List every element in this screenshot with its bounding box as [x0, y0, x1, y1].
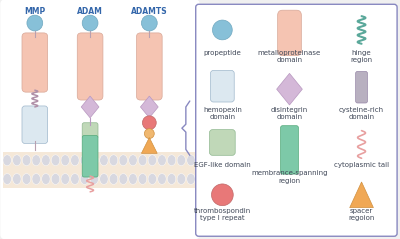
Ellipse shape	[13, 174, 21, 185]
Circle shape	[212, 20, 232, 40]
Ellipse shape	[187, 155, 195, 166]
Ellipse shape	[109, 174, 118, 185]
Ellipse shape	[42, 174, 50, 185]
FancyBboxPatch shape	[278, 10, 301, 56]
FancyBboxPatch shape	[22, 106, 48, 143]
Ellipse shape	[158, 174, 166, 185]
Text: thrombospondin
type I repeat: thrombospondin type I repeat	[194, 208, 251, 221]
FancyBboxPatch shape	[210, 130, 235, 155]
Ellipse shape	[3, 174, 11, 185]
Ellipse shape	[13, 155, 21, 166]
Ellipse shape	[90, 174, 98, 185]
Text: metalloproteinase
domain: metalloproteinase domain	[258, 50, 321, 63]
Ellipse shape	[129, 155, 137, 166]
Ellipse shape	[61, 174, 70, 185]
Ellipse shape	[177, 155, 186, 166]
Ellipse shape	[148, 155, 156, 166]
Text: cysteine-rich
domain: cysteine-rich domain	[339, 107, 384, 120]
Text: hinge
region: hinge region	[350, 50, 373, 63]
Polygon shape	[277, 73, 302, 105]
Ellipse shape	[80, 174, 89, 185]
Ellipse shape	[168, 174, 176, 185]
FancyBboxPatch shape	[196, 4, 397, 236]
Circle shape	[212, 184, 233, 206]
FancyBboxPatch shape	[210, 71, 234, 102]
Ellipse shape	[100, 174, 108, 185]
Ellipse shape	[61, 155, 70, 166]
Polygon shape	[81, 96, 99, 118]
Ellipse shape	[100, 155, 108, 166]
Ellipse shape	[22, 174, 31, 185]
Ellipse shape	[51, 155, 60, 166]
Ellipse shape	[168, 155, 176, 166]
Text: propeptide: propeptide	[204, 50, 241, 56]
FancyBboxPatch shape	[356, 71, 368, 103]
Ellipse shape	[109, 155, 118, 166]
Ellipse shape	[138, 174, 147, 185]
Text: ADAMTS: ADAMTS	[131, 7, 168, 16]
Ellipse shape	[32, 174, 40, 185]
FancyBboxPatch shape	[82, 123, 98, 139]
FancyBboxPatch shape	[22, 33, 48, 92]
FancyBboxPatch shape	[0, 0, 200, 239]
Ellipse shape	[32, 155, 40, 166]
Text: cytoplasmic tail: cytoplasmic tail	[334, 162, 389, 168]
Ellipse shape	[138, 155, 147, 166]
Circle shape	[142, 15, 157, 31]
Ellipse shape	[187, 174, 195, 185]
FancyBboxPatch shape	[281, 126, 298, 174]
Text: ADAM: ADAM	[77, 7, 103, 16]
Ellipse shape	[90, 155, 98, 166]
Ellipse shape	[119, 155, 128, 166]
Text: membrance-spanning
region: membrance-spanning region	[251, 170, 328, 184]
Ellipse shape	[42, 155, 50, 166]
FancyBboxPatch shape	[82, 136, 98, 177]
Bar	[3, 152, 197, 188]
Polygon shape	[142, 137, 157, 153]
Circle shape	[82, 15, 98, 31]
Circle shape	[27, 15, 43, 31]
Text: disintegrin
domain: disintegrin domain	[271, 107, 308, 120]
Text: spacer
regoion: spacer regoion	[348, 208, 375, 221]
Ellipse shape	[71, 174, 79, 185]
Text: MMP: MMP	[24, 7, 46, 16]
Ellipse shape	[22, 155, 31, 166]
Ellipse shape	[177, 174, 186, 185]
Ellipse shape	[3, 155, 11, 166]
Text: EGF-like domain: EGF-like domain	[194, 162, 251, 168]
Ellipse shape	[148, 174, 156, 185]
Ellipse shape	[71, 155, 79, 166]
FancyBboxPatch shape	[136, 33, 162, 100]
Ellipse shape	[119, 174, 128, 185]
Text: hemopexin
domain: hemopexin domain	[203, 107, 242, 120]
FancyBboxPatch shape	[77, 33, 103, 100]
Ellipse shape	[158, 155, 166, 166]
Ellipse shape	[80, 155, 89, 166]
Ellipse shape	[129, 174, 137, 185]
Circle shape	[144, 129, 154, 139]
Circle shape	[142, 116, 156, 130]
Polygon shape	[140, 96, 158, 118]
Polygon shape	[350, 182, 373, 208]
Ellipse shape	[51, 174, 60, 185]
